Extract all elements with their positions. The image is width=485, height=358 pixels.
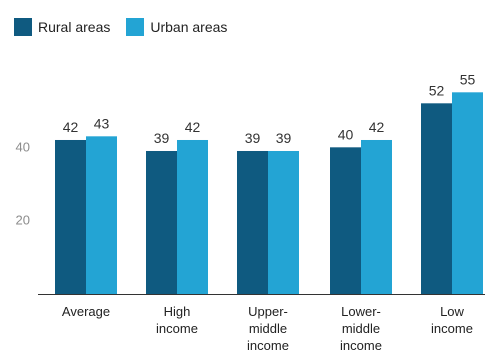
value-label-urban-4: 55 xyxy=(460,71,476,87)
value-label-urban-3: 42 xyxy=(369,119,385,135)
value-label-rural-3: 40 xyxy=(338,126,354,142)
value-label-rural-1: 39 xyxy=(154,130,170,146)
bar-urban-1 xyxy=(177,139,208,294)
value-label-urban-0: 43 xyxy=(94,115,110,131)
category-label-line: Low xyxy=(440,304,464,319)
bar-rural-1 xyxy=(146,150,177,294)
bar-rural-2 xyxy=(237,150,268,294)
category-label-line: income xyxy=(247,338,289,353)
category-label-line: income xyxy=(340,338,382,353)
category-label-line: income xyxy=(156,321,198,336)
legend-label-urban: Urban areas xyxy=(150,19,228,35)
category-label-1: High income xyxy=(156,304,198,336)
category-label-4: Low income xyxy=(431,304,473,336)
category-label-line: Upper- xyxy=(248,304,288,319)
category-label-line: Average xyxy=(62,304,110,319)
category-label-line: income xyxy=(431,321,473,336)
category-label-2: Upper-middle income xyxy=(247,304,289,353)
bar-rural-3 xyxy=(330,147,361,294)
value-label-urban-1: 42 xyxy=(185,119,201,135)
legend-label-rural: Rural areas xyxy=(38,19,111,35)
value-label-rural-2: 39 xyxy=(245,130,261,146)
category-label-line: Lower- xyxy=(341,304,381,319)
y-tick-label-20: 20 xyxy=(16,213,30,228)
legend-item-urban: Urban areas xyxy=(126,18,227,36)
bar-urban-4 xyxy=(452,92,483,294)
legend-swatch-urban xyxy=(126,18,145,36)
bar-urban-2 xyxy=(268,150,299,294)
value-label-urban-2: 39 xyxy=(276,130,292,146)
bar-urban-3 xyxy=(361,139,392,294)
category-label-line: High xyxy=(164,304,191,319)
category-label-line: middle xyxy=(249,321,287,336)
bar-rural-0 xyxy=(55,139,86,294)
y-tick-label-40: 40 xyxy=(16,139,30,154)
legend-swatch-rural xyxy=(14,18,32,36)
value-label-rural-0: 42 xyxy=(63,119,79,135)
bar-urban-0 xyxy=(86,136,117,294)
category-label-line: middle xyxy=(342,321,380,336)
category-label-0: Average xyxy=(62,304,110,319)
value-label-rural-4: 52 xyxy=(429,82,445,98)
category-label-3: Lower-middle income xyxy=(340,304,382,353)
legend: Rural areas Urban areas xyxy=(14,17,243,37)
legend-item-rural: Rural areas xyxy=(14,18,110,36)
bar-rural-4 xyxy=(421,103,452,294)
